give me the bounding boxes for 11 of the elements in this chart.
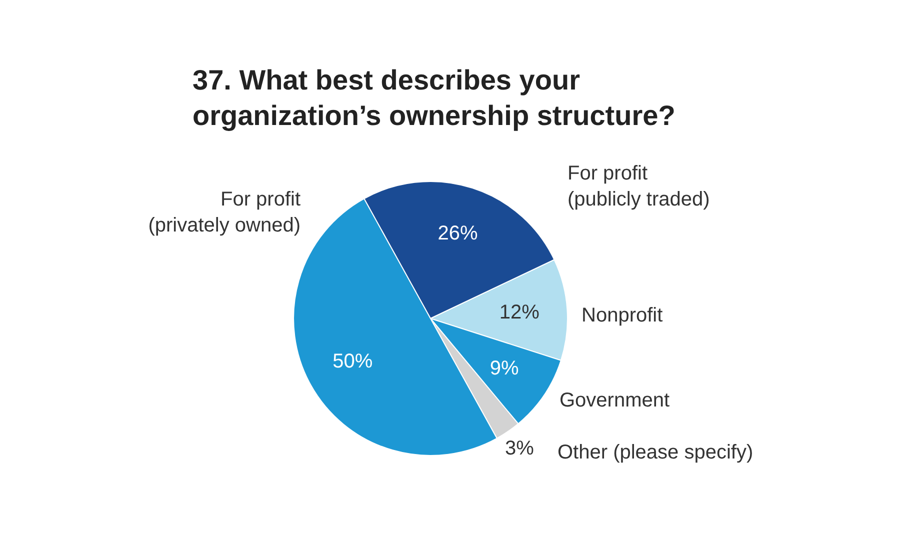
data-label: 12%	[499, 302, 540, 324]
slice-label: Nonprofit	[582, 304, 664, 326]
data-label: 26%	[438, 222, 478, 245]
slice-label: Government	[560, 390, 670, 412]
data-label: 3%	[505, 437, 534, 460]
chart-title: 37. What best describes your organization’s ownership structure?	[192, 64, 676, 132]
data-label: 9%	[490, 357, 519, 380]
slice-label: For profit (privately owned)	[148, 188, 301, 237]
slice-label: For profit (publicly traded)	[568, 162, 710, 211]
slice-label: Other (please specify)	[558, 442, 754, 464]
data-label: 50%	[332, 350, 373, 373]
